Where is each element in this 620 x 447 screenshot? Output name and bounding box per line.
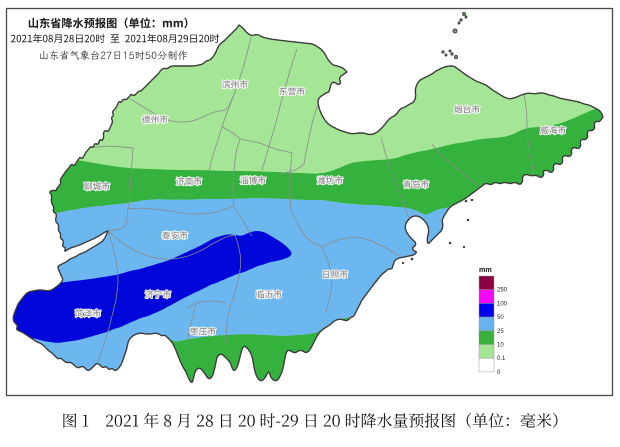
svg-text:100: 100 (497, 301, 508, 307)
svg-text:mm: mm (479, 265, 492, 274)
svg-text:50: 50 (497, 315, 504, 321)
svg-text:10: 10 (497, 343, 504, 349)
svg-text:250: 250 (497, 288, 508, 294)
svg-text:25: 25 (497, 329, 504, 335)
svg-text:0: 0 (497, 370, 501, 376)
svg-text:0.1: 0.1 (497, 356, 506, 362)
